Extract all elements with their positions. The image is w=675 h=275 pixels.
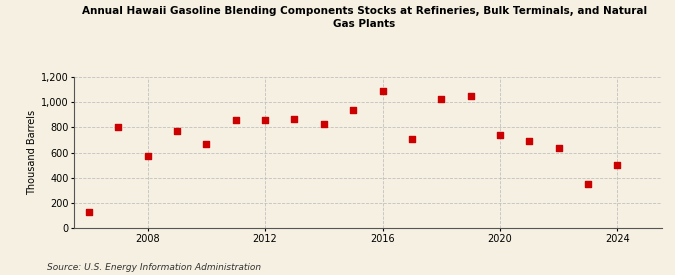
Point (436, 97, 447, 101)
Point (230, 118, 241, 123)
Y-axis label: Thousand Barrels: Thousand Barrels (27, 110, 36, 195)
Text: Annual Hawaii Gasoline Blending Components Stocks at Refineries, Bulk Terminals,: Annual Hawaii Gasoline Blending Componen… (82, 6, 647, 29)
Point (465, 94, 476, 98)
Point (348, 108, 358, 112)
Text: Source: U.S. Energy Information Administration: Source: U.S. Energy Information Administ… (47, 263, 261, 272)
Point (612, 163, 623, 167)
Point (289, 116, 300, 121)
Point (142, 154, 153, 159)
Point (524, 138, 535, 143)
Point (406, 137, 417, 141)
Point (260, 118, 271, 122)
Point (583, 181, 593, 186)
Point (495, 133, 506, 137)
Point (319, 122, 329, 127)
Point (554, 145, 564, 150)
Point (113, 125, 124, 130)
Point (201, 142, 212, 147)
Point (171, 129, 182, 133)
Point (84, 210, 95, 214)
Point (377, 89, 388, 93)
